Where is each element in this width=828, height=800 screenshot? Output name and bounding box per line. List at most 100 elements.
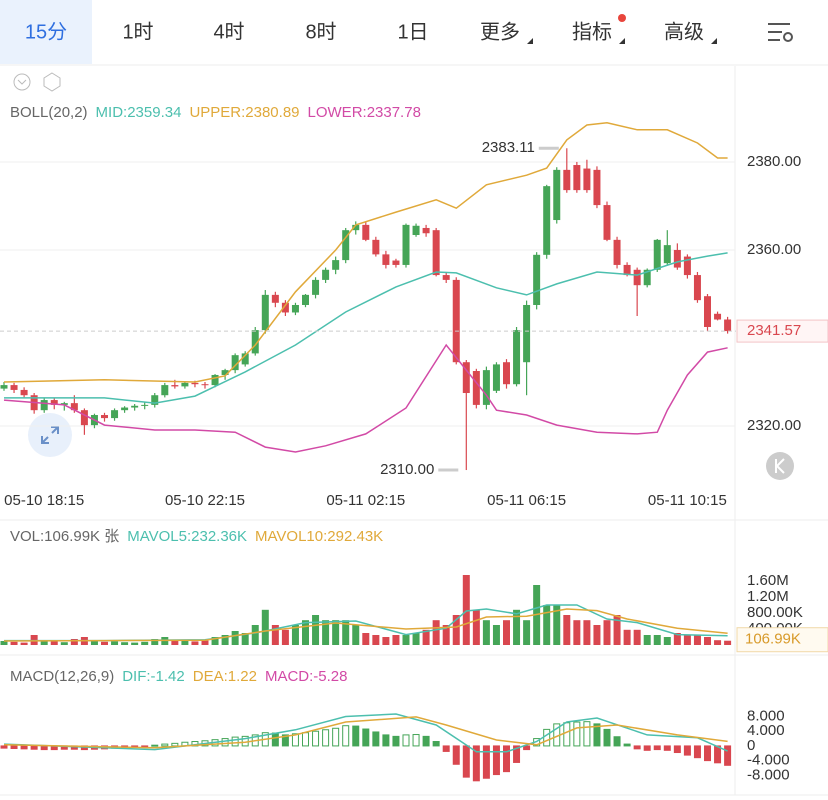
- candle-body: [673, 249, 681, 268]
- macd-bar: [462, 745, 470, 778]
- macd-bar: [513, 745, 521, 763]
- macd-bar: [492, 745, 500, 776]
- macd-bar: [20, 745, 28, 750]
- macd-bar: [362, 728, 370, 747]
- macd-bar: [10, 745, 18, 749]
- candle-body: [563, 169, 571, 191]
- volume-bar: [482, 620, 490, 645]
- settings-icon[interactable]: [768, 23, 793, 42]
- tab[interactable]: 4时: [213, 20, 244, 43]
- tab[interactable]: 1日: [397, 21, 428, 43]
- dropdown-arrow: [619, 38, 625, 44]
- candle-body: [0, 385, 8, 389]
- candle-body: [503, 362, 510, 385]
- y-tick-label: 4.000: [747, 722, 785, 739]
- volume-bar: [472, 609, 480, 645]
- volume-bar: [10, 641, 18, 645]
- volume-bar: [402, 635, 410, 645]
- macd-bar: [442, 745, 450, 752]
- volume-bar: [0, 641, 8, 645]
- volume-bar: [573, 620, 581, 645]
- candle-body: [392, 260, 400, 265]
- macd-bar: [663, 745, 671, 751]
- candle-body: [462, 362, 470, 394]
- candle-body: [492, 364, 500, 391]
- volume-bar: [141, 641, 149, 645]
- indicator-line: [3, 716, 728, 749]
- tab[interactable]: 8时: [305, 20, 336, 43]
- candle-body: [191, 382, 199, 385]
- volume-bar: [452, 615, 460, 645]
- candle-body: [513, 330, 521, 385]
- macd-bar: [402, 734, 410, 747]
- macd-bar: [583, 721, 591, 747]
- tab-selected-bg: [0, 0, 92, 64]
- volume-bar: [392, 635, 400, 645]
- expand-button[interactable]: [28, 413, 72, 457]
- candle-body: [533, 254, 541, 305]
- volume-bar: [291, 625, 299, 645]
- candle-body: [40, 400, 48, 411]
- legend-entry: VOL:106.99K 张: [10, 528, 119, 545]
- macd-bar: [332, 727, 340, 747]
- candle-body: [171, 385, 179, 387]
- candle-body: [442, 275, 450, 280]
- extreme-label: 2310.00: [380, 461, 434, 478]
- macd-bar: [422, 735, 430, 747]
- candle-body: [402, 224, 410, 265]
- volume-bar: [352, 625, 360, 645]
- volume-bar: [221, 635, 229, 645]
- k-button[interactable]: [766, 452, 794, 480]
- volume-bar: [442, 625, 450, 645]
- macd-bar: [543, 728, 551, 747]
- candle-body: [342, 230, 350, 261]
- macd-bar: [151, 744, 159, 747]
- volume-bar: [513, 609, 521, 645]
- volume-bar: [422, 629, 430, 645]
- dropdown-arrow: [527, 38, 533, 44]
- volume-bar: [593, 625, 601, 645]
- indicator-line: [3, 713, 728, 753]
- candle-body: [131, 405, 139, 408]
- candle-body: [704, 296, 711, 327]
- volume-bar: [90, 641, 98, 645]
- volume-bar: [171, 641, 179, 645]
- candle-body: [472, 371, 480, 405]
- volume-bar: [372, 635, 380, 645]
- y-tick-label: 2320.00: [747, 417, 801, 434]
- candle-body: [60, 403, 68, 405]
- volume-bar: [412, 633, 420, 645]
- y-tick-label: 800.00K: [747, 604, 803, 621]
- candle-body: [70, 403, 78, 411]
- y-tick-label: 2380.00: [747, 153, 801, 170]
- candle-body: [241, 353, 249, 365]
- candle-body: [291, 304, 299, 313]
- volume-bar: [362, 633, 370, 645]
- volume-bar: [342, 620, 350, 645]
- last-price-label: 2341.57: [747, 322, 801, 339]
- candle-body: [251, 330, 259, 354]
- indicator-settings-icon[interactable]: [43, 72, 61, 92]
- candle-body: [121, 407, 129, 411]
- macd-bar: [161, 743, 169, 747]
- legend: MACD(12,26,9) DIF:-1.42 DEA:1.22 MACD:-5.28: [10, 668, 347, 685]
- candle-body: [221, 370, 229, 375]
- candle-body: [482, 370, 490, 405]
- volume-bar: [111, 641, 119, 645]
- volume-bar: [121, 642, 129, 645]
- volume-bar: [151, 639, 159, 645]
- tab[interactable]: 高级: [664, 20, 704, 43]
- tab[interactable]: 15分: [25, 20, 67, 43]
- macd-bar: [653, 745, 661, 751]
- collapse-icon[interactable]: [13, 73, 31, 91]
- tab[interactable]: 更多: [480, 20, 520, 43]
- volume-bar: [20, 642, 28, 645]
- x-tick-label: 05-11 06:15: [487, 492, 566, 509]
- candle-body: [312, 279, 320, 295]
- legend-entry: MID:2359.34: [96, 104, 182, 121]
- volume-bar: [523, 620, 531, 645]
- candle-body: [261, 294, 269, 331]
- candle-body: [181, 382, 189, 387]
- tab[interactable]: 1时: [122, 20, 153, 43]
- tab[interactable]: 指标: [572, 20, 612, 43]
